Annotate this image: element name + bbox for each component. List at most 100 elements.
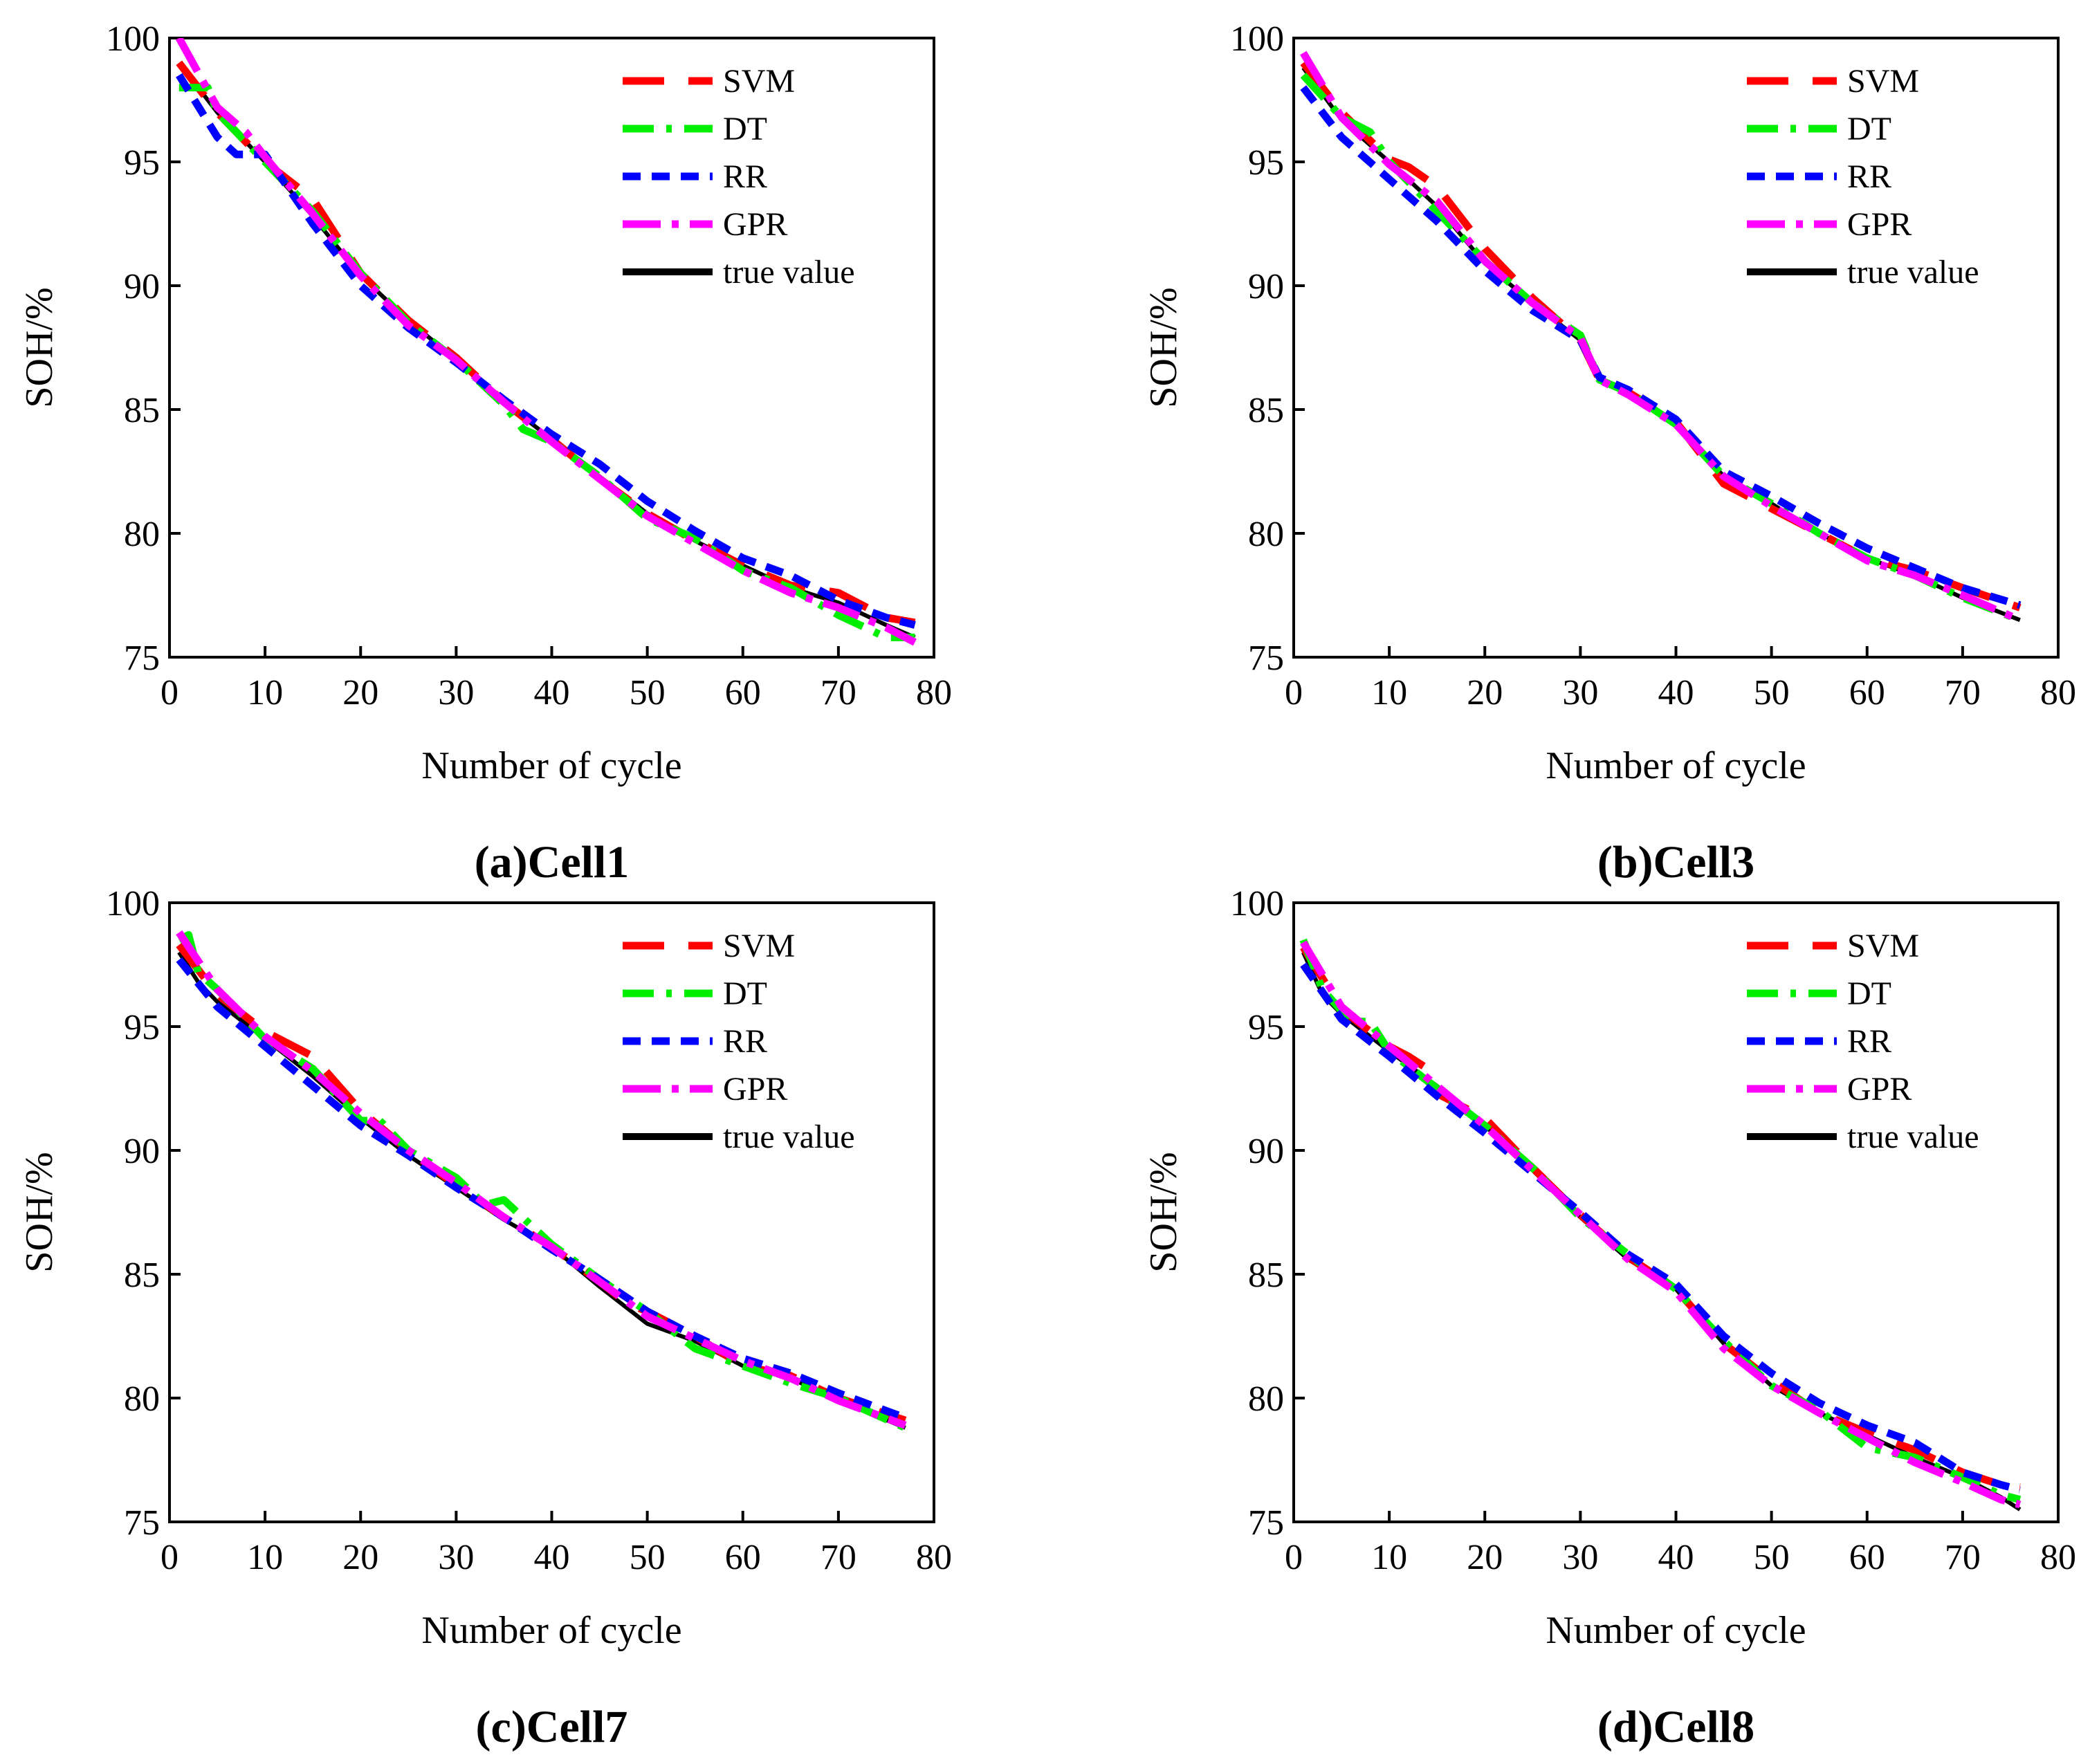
y-tick-label: 100 [1230,19,1284,59]
x-tick-label: 40 [1658,673,1694,713]
y-tick-label: 80 [124,1379,160,1419]
x-tick-label: 20 [342,673,378,713]
legend-label: GPR [1847,1071,1912,1108]
y-tick-label: 85 [124,391,160,430]
y-tick-label: 85 [1248,1256,1284,1295]
series-group [1300,50,2022,624]
plot-frame [1292,901,2060,1523]
x-tick-label: 0 [161,1538,178,1577]
series-line-rr [176,73,916,629]
legend-label: GPR [723,206,787,243]
series-line-svm [176,942,907,1424]
series-line-true-value [177,61,916,640]
series-line-dt [1299,938,2022,1504]
x-tick-label: 10 [247,673,283,713]
x-tick-label: 70 [1945,673,1981,713]
panel-caption: (d)Cell8 [1597,1702,1754,1752]
y-axis-title: SOH/% [18,1152,61,1272]
y-tick-label: 80 [1248,1379,1284,1419]
x-tick-label: 30 [438,1538,474,1577]
legend-label: GPR [723,1071,787,1108]
series-line-svm [1300,945,2021,1491]
x-tick-label: 50 [630,673,666,713]
x-tick-label: 30 [1562,673,1598,713]
series-line-svm [1300,60,2022,612]
panel-3: 0 10 20 30 40 50 60 70 80 75 80 85 90 95 100 Number of … [18,884,952,1752]
y-axis-title: SOH/% [18,287,61,407]
legend-label: SVM [723,928,795,964]
x-tick-label: 60 [725,673,761,713]
panel-1: 0 10 20 30 40 50 60 70 80 75 80 85 90 95 100 Number of … [18,19,952,888]
y-tick-label: 75 [1248,1503,1284,1543]
series-line-rr [1300,962,2022,1494]
x-tick-label: 50 [630,1538,666,1577]
series-line-dt [178,84,915,641]
legend-label: RR [723,1023,767,1060]
x-tick-label: 70 [1945,1538,1981,1577]
legend-label: DT [1847,111,1891,147]
y-tick-label: 95 [1248,1008,1284,1047]
series-line-gpr [1300,50,2022,624]
series-line-gpr [1300,940,2022,1509]
x-tick-label: 10 [1371,673,1407,713]
x-tick-label: 20 [342,1538,378,1577]
series-line-true-value [177,950,906,1430]
y-tick-label: 95 [124,143,160,183]
y-tick-label: 90 [1248,267,1284,306]
y-tick-label: 85 [1248,391,1284,430]
y-tick-label: 80 [1248,515,1284,554]
x-tick-label: 0 [1285,1538,1303,1577]
y-tick-label: 75 [124,1503,160,1543]
x-tick-label: 50 [1754,673,1790,713]
x-tick-label: 20 [1467,673,1503,713]
series-group [1299,938,2022,1512]
plot-frame [168,901,935,1523]
x-tick-label: 80 [2040,673,2076,713]
x-tick-label: 40 [534,1538,570,1577]
legend-label: true value [1847,254,1979,291]
series-group [176,930,907,1432]
y-tick-label: 100 [106,19,160,59]
series-line-dt [177,931,907,1432]
series-line-rr [1300,85,2022,609]
y-tick-label: 75 [124,638,160,678]
x-tick-label: 80 [2040,1538,2076,1577]
plot-frame [168,37,935,659]
legend-label: true value [1847,1119,1979,1155]
x-tick-label: 0 [1285,673,1303,713]
y-axis-title: SOH/% [1142,1152,1185,1272]
x-tick-label: 60 [1849,673,1885,713]
x-tick-label: 40 [534,673,570,713]
series-line-gpr [176,930,907,1429]
series-line-rr [176,957,907,1422]
x-tick-label: 30 [438,673,474,713]
series-line-true-value [1301,951,2022,1512]
y-tick-label: 100 [1230,884,1284,924]
x-tick-label: 30 [1562,1538,1598,1577]
series-line-true-value [1301,66,2021,623]
panel-caption: (a)Cell1 [475,837,630,888]
series-line-dt [1300,73,2022,624]
panel-caption: (c)Cell7 [476,1702,628,1752]
legend-label: true value [723,1119,855,1155]
x-tick-label: 80 [916,1538,952,1577]
legend-label: SVM [1847,928,1919,964]
y-tick-label: 75 [1248,638,1284,678]
y-tick-label: 85 [124,1256,160,1295]
legend-label: RR [1847,1023,1891,1060]
legend-label: GPR [1847,206,1912,243]
y-tick-label: 80 [124,515,160,554]
y-tick-label: 95 [1248,143,1284,183]
y-axis-title: SOH/% [1142,287,1185,407]
plot-frame [1292,37,2060,659]
x-tick-label: 10 [1371,1538,1407,1577]
legend-label: SVM [723,63,795,100]
panel-2: 0 10 20 30 40 50 60 70 80 75 80 85 90 95 100 Number of … [1142,19,2076,888]
series-group [175,38,917,646]
y-tick-label: 95 [124,1008,160,1047]
panel-caption: (b)Cell3 [1597,837,1754,888]
x-axis-title: Number of cycle [421,1609,681,1652]
x-tick-label: 20 [1467,1538,1503,1577]
x-tick-label: 60 [1849,1538,1885,1577]
x-axis-title: Number of cycle [421,744,681,787]
